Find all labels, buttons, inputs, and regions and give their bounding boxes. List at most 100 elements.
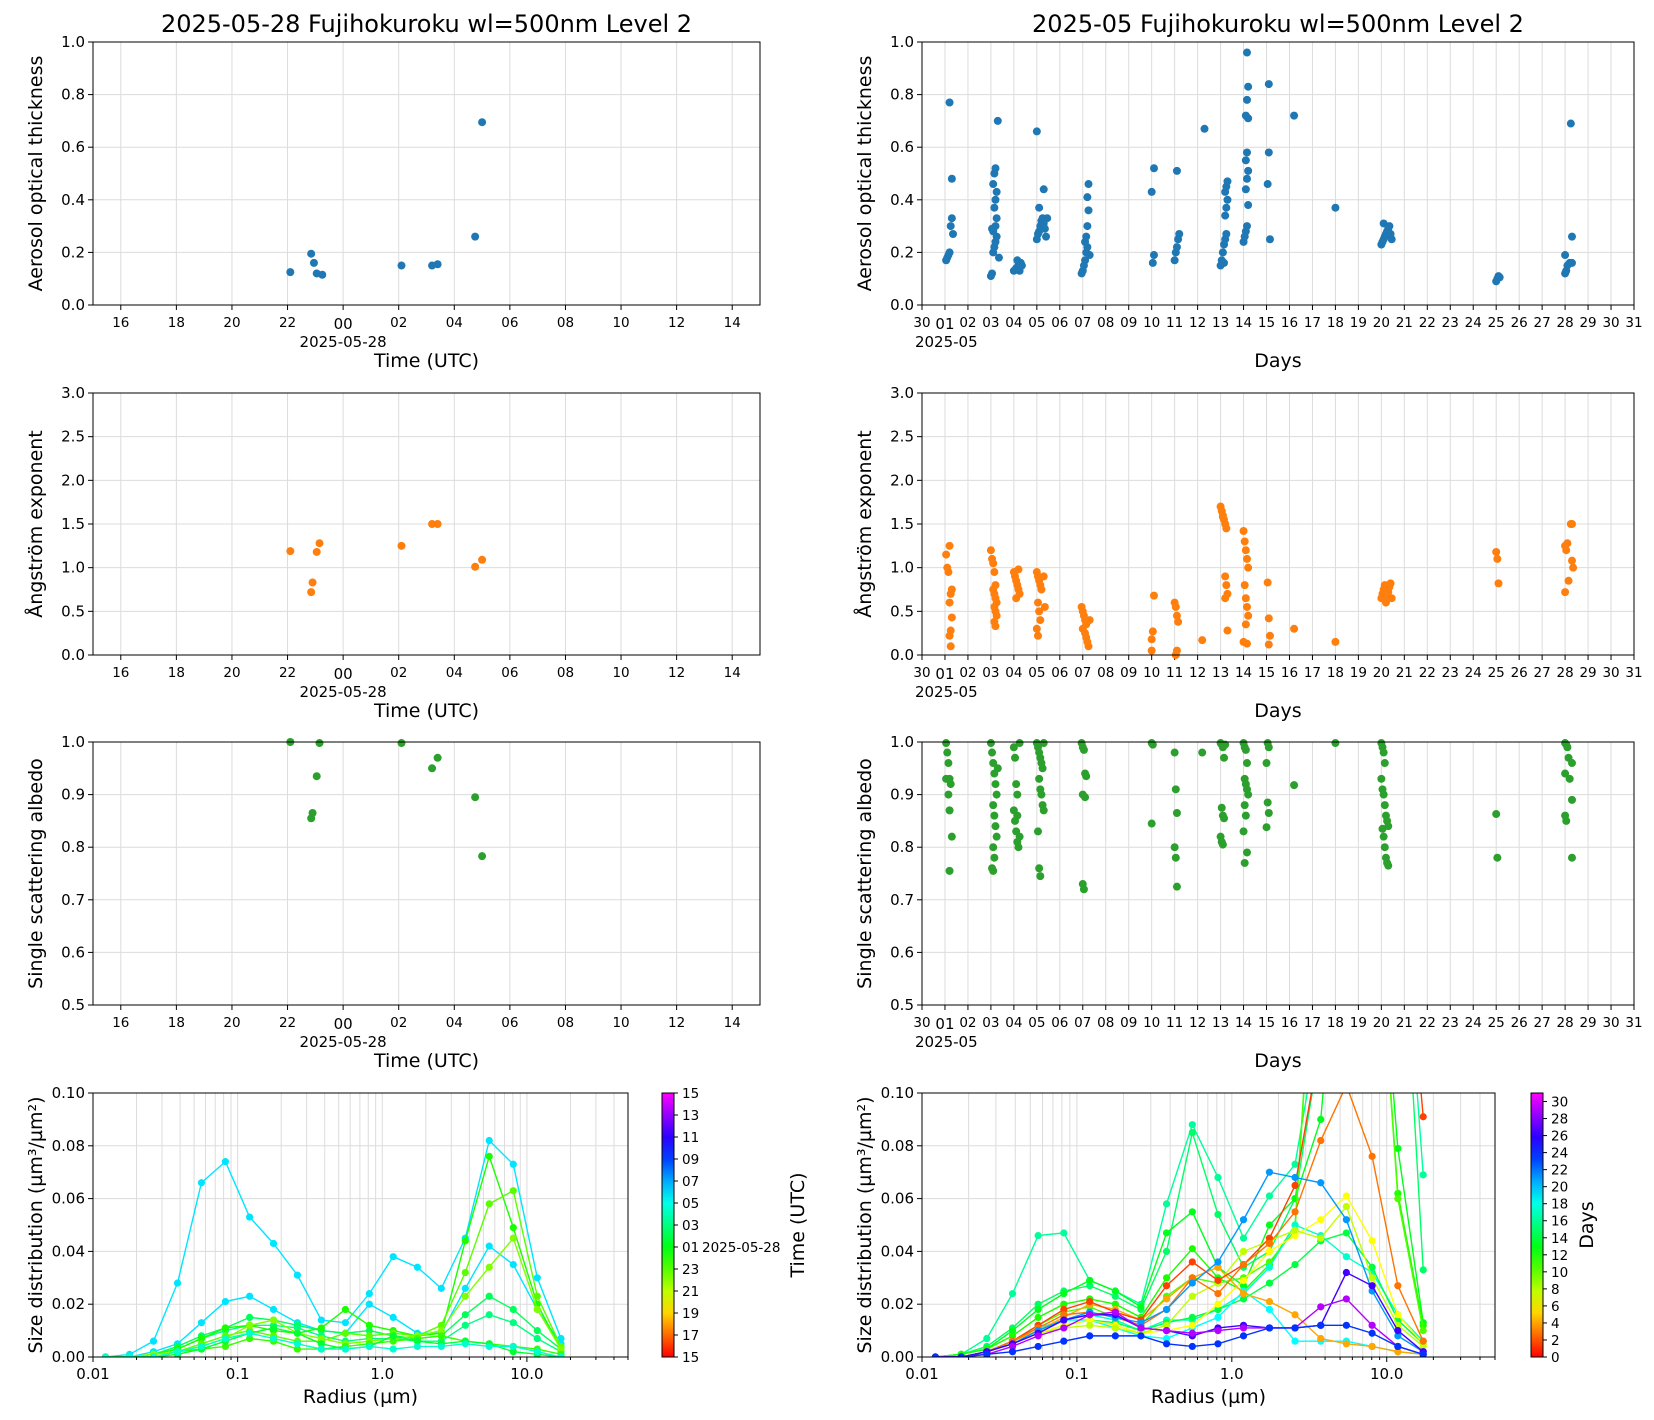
data-point [1172, 611, 1181, 620]
data-point [471, 232, 480, 241]
y-tick-label: 0.5 [61, 602, 85, 620]
data-point [1265, 631, 1274, 640]
data-point [509, 1160, 517, 1168]
y-tick-label: 0.9 [61, 786, 85, 804]
data-point [1220, 814, 1229, 823]
x-tick-label: 08 [1097, 665, 1114, 681]
y-tick-label: 1.5 [890, 515, 914, 533]
data-point [221, 1334, 229, 1343]
y-tick-label: 0.0 [61, 296, 85, 314]
data-point [1242, 848, 1251, 857]
x-tick-label: 18 [1327, 1015, 1344, 1031]
data-point [1265, 1247, 1274, 1255]
data-point [461, 1340, 469, 1348]
data-point [1162, 1274, 1171, 1282]
data-point [957, 1353, 965, 1357]
series-line [105, 1295, 562, 1357]
y-tick-label: 0.08 [881, 1137, 914, 1155]
data-point [1394, 825, 1401, 832]
chart-p3: 0.0 0.5 1.0 1.5 2.0 2.5 3.0 Ångström exponent 16… [24, 384, 761, 722]
data-point [1331, 637, 1340, 646]
data-point [1239, 1247, 1248, 1255]
data-point [1188, 1292, 1196, 1300]
x-tick-label: 0.1 [1065, 1365, 1089, 1383]
data-point [1239, 1261, 1248, 1269]
x-tick-label: 31 [1625, 315, 1642, 331]
data-point [1368, 1274, 1376, 1282]
data-point [365, 1321, 373, 1329]
data-point [992, 611, 1001, 620]
x-tick-label: 08 [1097, 1015, 1114, 1031]
data-point [1162, 1321, 1171, 1329]
x-tick-label: 08 [557, 315, 574, 331]
x-tick-label: 02 [959, 315, 976, 331]
data-point [1394, 825, 1401, 832]
data-point [1033, 598, 1042, 607]
data-point [1032, 127, 1041, 136]
x-tick-label: 21 [1396, 665, 1413, 681]
data-point [1171, 602, 1180, 611]
data-point [1111, 1300, 1119, 1308]
data-point [1369, 825, 1376, 832]
x-tick-label: 19 [1350, 1015, 1367, 1031]
x-tick-label: 18 [1327, 315, 1344, 331]
data-point [1368, 1263, 1376, 1271]
colorbar-tick-label: 01 [682, 1240, 699, 1256]
data-point [437, 1327, 445, 1335]
data-point [1291, 1324, 1299, 1332]
x-tick-label: 09 [1120, 315, 1137, 331]
data-point [1060, 1324, 1068, 1332]
data-point [478, 118, 487, 127]
data-point [1149, 591, 1158, 600]
x-tick-label: 05 [1028, 315, 1045, 331]
series-line [935, 1171, 1424, 1357]
data-point [1221, 211, 1230, 220]
chart-p5: 0.5 0.6 0.7 0.8 0.9 1.0 Single scattering albe… [25, 733, 761, 1072]
data-point [1085, 616, 1094, 625]
colorbar-tick-label: 05 [682, 1196, 699, 1212]
data-point [1241, 594, 1250, 603]
data-point [1369, 825, 1376, 832]
data-point [485, 1152, 493, 1160]
data-point [485, 1342, 493, 1351]
x-axis-date-label: 2025-05-28 [300, 333, 387, 351]
data-point [1040, 602, 1049, 611]
data-point [1493, 554, 1502, 563]
data-point [1149, 251, 1158, 260]
data-point [1419, 1113, 1427, 1121]
y-tick-label: 0.8 [890, 838, 914, 856]
data-point [1387, 235, 1396, 244]
data-point [1171, 785, 1180, 794]
x-axis-label: Time (UTC) [373, 1050, 479, 1072]
x-tick-label: 22 [1419, 315, 1436, 331]
data-point [1086, 1311, 1094, 1319]
data-point [1039, 185, 1048, 194]
data-point [1037, 790, 1046, 799]
data-point [309, 258, 318, 267]
data-point [1008, 1348, 1017, 1356]
data-point [1188, 1258, 1196, 1266]
data-point [1562, 816, 1571, 825]
data-point [993, 764, 1002, 773]
data-point [931, 1353, 939, 1357]
data-point [1394, 1332, 1402, 1340]
data-point [433, 260, 442, 269]
data-point [1084, 642, 1093, 651]
data-point [286, 268, 295, 277]
x-tick-label: 16 [112, 665, 129, 681]
data-point [1394, 1282, 1402, 1290]
data-point [945, 866, 954, 875]
chart-p4: 0.0 0.5 1.0 1.5 2.0 2.5 3.0 Ångström exponent 30… [853, 384, 1643, 722]
data-point [946, 642, 955, 651]
x-tick-label: 18 [168, 1015, 185, 1031]
data-point [1043, 214, 1052, 223]
x-tick-label: 16 [1281, 665, 1298, 681]
colorbar-tick-label: 18 [1551, 1197, 1568, 1213]
colorbar-tick-label: 8 [1551, 1282, 1560, 1298]
data-point [1009, 743, 1018, 752]
data-point [1317, 1321, 1325, 1329]
y-tick-label: 0.10 [52, 1084, 85, 1102]
series-line [105, 1153, 562, 1357]
data-point [1291, 1181, 1299, 1189]
